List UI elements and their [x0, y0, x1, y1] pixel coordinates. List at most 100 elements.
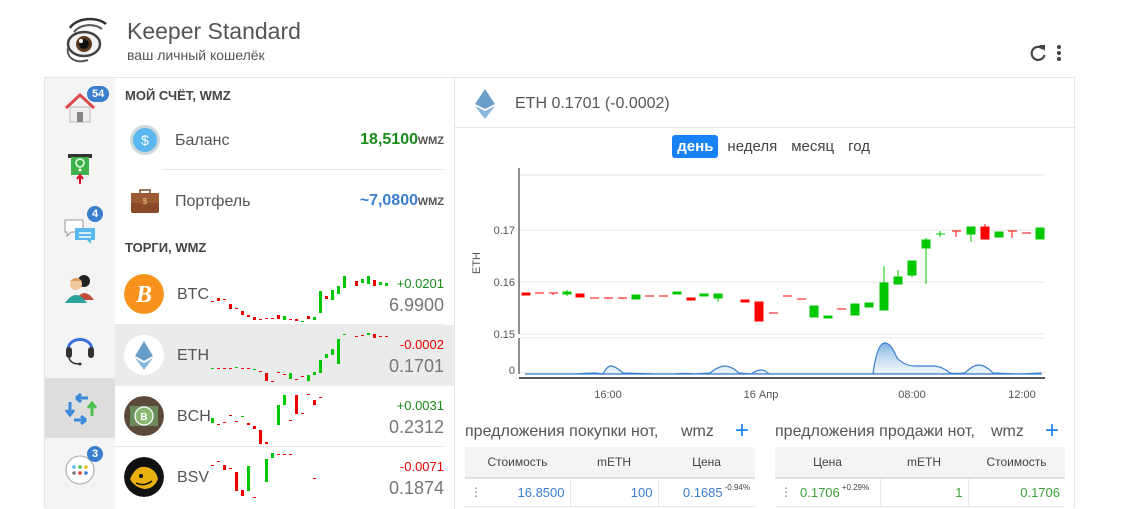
sidebar-item-support[interactable]: [45, 318, 115, 378]
svg-text:$: $: [141, 132, 149, 148]
buy-book-unit: wmz: [681, 423, 714, 440]
bch-sparkline: [211, 394, 322, 444]
chat-icon: [64, 219, 95, 244]
coin-row-eth[interactable]: ETH -0.0002 0.170: [115, 325, 454, 386]
column-header[interactable]: mETH: [570, 447, 658, 479]
buy-book-title: предложения покупки нот,: [465, 423, 659, 440]
portfolio-row[interactable]: $ Портфель ~7,0800 WMZ: [115, 173, 454, 231]
row-menu-icon[interactable]: ⋮: [780, 484, 792, 499]
main-card: 54 4: [44, 77, 1076, 509]
divider: [115, 324, 444, 325]
row-menu-icon[interactable]: ⋮: [470, 484, 482, 499]
y-tick: 0.15: [494, 329, 515, 341]
bitcoin-icon: B: [124, 274, 164, 314]
period-month-button[interactable]: месяц: [791, 138, 835, 155]
y-tick: 0.16: [494, 277, 515, 289]
dollar-coin-icon: $: [130, 125, 160, 155]
price-delta: +0.29%: [841, 482, 870, 492]
price-delta: -0.94%: [724, 482, 750, 492]
balance-unit: WMZ: [417, 135, 444, 147]
column-header[interactable]: Стоимость: [465, 447, 570, 479]
coin-row-bsv[interactable]: BSV -0.0071 0.1874: [115, 447, 454, 508]
column-header[interactable]: Стоимость: [968, 447, 1065, 479]
coin-price: 6.9900: [388, 295, 444, 315]
sidebar-item-home[interactable]: 54: [45, 78, 115, 138]
column-header[interactable]: mETH: [880, 447, 968, 479]
coin-symbol: BSV: [177, 469, 210, 486]
balance-row[interactable]: $ Баланс 18,5100 WMZ: [115, 112, 454, 170]
period-day-button[interactable]: день: [672, 135, 719, 158]
x-tick: 08:00: [898, 389, 926, 401]
ethereum-icon: [475, 89, 495, 119]
portfolio-value: ~7,0800: [359, 192, 418, 209]
atm-cash-icon: [68, 154, 92, 184]
app-header: Keeper Standard ваш личный кошелёк: [0, 0, 1139, 78]
cost-cell: 16.8500: [517, 484, 565, 500]
sidebar-item-apps[interactable]: 3: [45, 438, 115, 498]
coin-change: -0.0002: [399, 337, 444, 352]
amount-cell: 100: [570, 478, 659, 507]
table-row[interactable]: ⋮ 16.8500 100 0.1685 -0.94%: [465, 478, 755, 507]
coin-symbol: ETH: [177, 347, 209, 364]
add-sell-order-button[interactable]: +: [1045, 417, 1060, 444]
trades-section-title: ТОРГИ, WMZ: [125, 240, 207, 255]
pair-header: ETH 0.1701 (-0.0002): [455, 78, 1076, 128]
coin-change: +0.0031: [396, 398, 444, 413]
column-header[interactable]: Цена: [658, 447, 755, 479]
price-chart[interactable]: 0.17 0.16 0.15 0 ETH 16:00 16 Апр 08:00 …: [455, 168, 1076, 408]
coin-change: +0.0201: [396, 276, 444, 291]
sidebar: 54 4: [45, 78, 115, 509]
exchange-arrows-icon: [64, 392, 98, 426]
x-tick: 16:00: [594, 389, 622, 401]
y-tick: 0.17: [494, 225, 515, 237]
coin-price: 0.1701: [388, 356, 444, 376]
sidebar-item-withdraw[interactable]: [45, 138, 115, 198]
svg-text:$: $: [143, 197, 148, 206]
divider: [163, 169, 444, 170]
account-section-title: МОЙ СЧЁТ, WMZ: [125, 88, 231, 103]
add-buy-order-button[interactable]: +: [735, 417, 750, 444]
coin-symbol: BCH: [177, 408, 211, 425]
amount-cell: 1: [880, 478, 969, 507]
ethereum-icon: [124, 335, 164, 375]
pair-title: ETH 0.1701 (-0.0002): [515, 95, 670, 112]
coin-row-btc[interactable]: B BTC +0.0201 6: [115, 264, 454, 325]
coin-symbol: BTC: [177, 286, 209, 303]
period-week-button[interactable]: неделя: [727, 138, 778, 155]
column-header[interactable]: Цена: [775, 447, 880, 479]
bsv-sparkline: [211, 453, 316, 498]
coin-change: -0.0071: [399, 459, 444, 474]
keeper-eye-logo-icon: [66, 17, 107, 63]
coin-price: 0.2312: [388, 417, 444, 437]
sidebar-item-contacts[interactable]: [45, 258, 115, 318]
contacts-icon: [65, 275, 94, 303]
bitcoin-cash-icon: B: [124, 396, 164, 436]
more-vert-icon[interactable]: [1052, 42, 1066, 64]
volume-area: [525, 342, 1042, 375]
portfolio-label: Портфель: [175, 193, 251, 210]
home-badge: 54: [87, 86, 110, 102]
briefcase-icon: $: [131, 189, 159, 213]
x-tick: 16 Апр: [744, 389, 779, 401]
price-cell: 0.1685: [682, 484, 723, 500]
sell-book-title: предложения продажи нот,: [775, 423, 975, 440]
apps-badge: 3: [87, 446, 104, 462]
app-subtitle: ваш личный кошелёк: [127, 47, 265, 63]
sidebar-item-messages[interactable]: 4: [45, 198, 115, 258]
coin-row-bch[interactable]: B BCH +0.0031 0.2312: [115, 386, 454, 447]
price-cell: 0.1706: [800, 484, 840, 500]
table-row[interactable]: ⋮ 0.1706 +0.29% 1 0.1706: [775, 478, 1065, 507]
btc-sparkline: [211, 276, 388, 322]
y-axis-label: ETH: [471, 252, 483, 274]
pair-panel: ETH 0.1701 (-0.0002) день неделя месяц г…: [454, 78, 1076, 509]
period-year-button[interactable]: год: [848, 138, 870, 155]
messages-badge: 4: [87, 206, 104, 222]
apps-grid-icon: [65, 455, 95, 485]
coin-price: 0.1874: [388, 478, 444, 498]
portfolio-unit: WMZ: [417, 196, 444, 208]
refresh-icon[interactable]: [1028, 42, 1048, 64]
sidebar-item-exchange[interactable]: [45, 378, 115, 438]
x-tick: 12:00: [1008, 389, 1036, 401]
period-selector: день неделя месяц год: [672, 135, 875, 158]
balance-label: Баланс: [175, 132, 230, 149]
